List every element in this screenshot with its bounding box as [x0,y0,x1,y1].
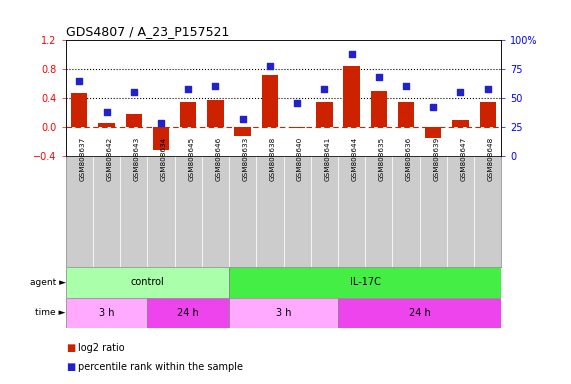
Text: GSM808645: GSM808645 [188,137,194,181]
Bar [316,102,332,127]
Text: GSM808647: GSM808647 [460,137,467,181]
Bar [120,156,147,267]
Bar [284,156,311,267]
Bar [343,66,360,127]
Text: GSM808634: GSM808634 [161,137,167,181]
Point [75,78,84,84]
Text: 3 h: 3 h [99,308,114,318]
Point [211,83,220,89]
Text: agent ►: agent ► [30,278,66,287]
Bar [447,156,474,267]
Bar [338,156,365,267]
Bar [229,298,338,328]
Bar [66,156,93,267]
Bar [98,123,115,127]
Text: 3 h: 3 h [276,308,291,318]
Point [401,83,411,89]
Text: time ►: time ► [35,308,66,318]
Point [456,89,465,95]
Text: GSM808640: GSM808640 [297,137,303,181]
Text: ■: ■ [66,343,75,353]
Text: GSM808637: GSM808637 [79,137,85,181]
Point [320,86,329,92]
Bar [229,156,256,267]
Bar [147,156,175,267]
Text: GSM808641: GSM808641 [324,137,331,181]
Point [429,104,438,110]
Text: percentile rank within the sample: percentile rank within the sample [78,362,243,372]
Bar [147,298,229,328]
Bar [480,101,496,127]
Bar [202,156,229,267]
Text: GSM808646: GSM808646 [215,137,222,181]
Text: GSM808644: GSM808644 [352,137,357,181]
Bar [93,156,120,267]
Bar [365,156,392,267]
Text: GSM808643: GSM808643 [134,137,140,181]
Text: GSM808648: GSM808648 [488,137,494,181]
Text: 24 h: 24 h [178,308,199,318]
Bar [398,102,414,127]
Bar [311,156,338,267]
Bar [425,127,441,138]
Point [374,74,383,80]
Point [292,99,301,106]
Bar [338,298,501,328]
Point [347,51,356,57]
Text: control: control [131,277,164,287]
Bar [66,298,147,328]
Text: IL-17C: IL-17C [350,277,381,287]
Bar [420,156,447,267]
Bar [229,267,501,298]
Text: GSM808633: GSM808633 [243,137,248,181]
Point [266,63,275,69]
Bar [175,156,202,267]
Text: GSM808635: GSM808635 [379,137,385,181]
Bar [71,93,87,127]
Bar [235,127,251,136]
Point [156,120,166,126]
Text: ■: ■ [66,362,75,372]
Bar [452,119,469,127]
Text: GSM808638: GSM808638 [270,137,276,181]
Text: 24 h: 24 h [409,308,431,318]
Bar [66,267,229,298]
Bar [256,156,284,267]
Text: GSM808642: GSM808642 [107,137,112,181]
Point [102,109,111,115]
Bar [474,156,501,267]
Text: GDS4807 / A_23_P157521: GDS4807 / A_23_P157521 [66,25,229,38]
Bar [262,75,278,127]
Bar [153,127,169,151]
Bar [289,127,305,128]
Text: log2 ratio: log2 ratio [78,343,125,353]
Point [483,86,492,92]
Point [238,116,247,122]
Text: GSM808636: GSM808636 [406,137,412,181]
Bar [392,156,420,267]
Bar [207,100,224,127]
Point [184,86,193,92]
Bar [180,101,196,127]
Text: GSM808639: GSM808639 [433,137,439,181]
Point [129,89,138,95]
Bar [126,114,142,127]
Bar [371,91,387,127]
